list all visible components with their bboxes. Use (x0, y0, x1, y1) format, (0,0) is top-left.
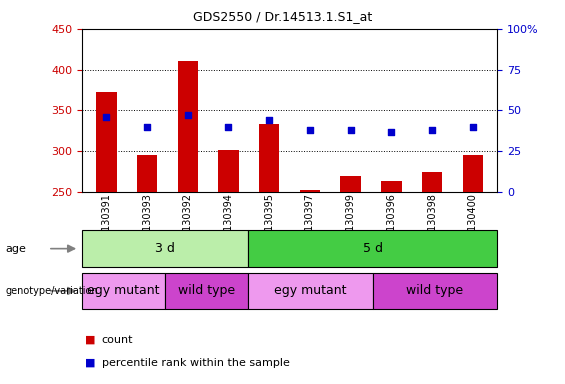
Bar (165, 273, 248, 309)
Point (142, 124, 151, 130)
Point (468, 124, 477, 130)
Bar (137, 155, 157, 192)
Bar (259, 124, 279, 192)
Point (428, 127, 437, 133)
Text: wild type: wild type (178, 285, 235, 297)
Text: count: count (102, 335, 133, 345)
Bar (381, 180, 402, 192)
Text: genotype/variation: genotype/variation (6, 286, 98, 296)
Point (183, 112, 192, 118)
Text: 5 d: 5 d (363, 242, 383, 255)
Bar (82, 273, 165, 309)
Text: wild type: wild type (406, 285, 463, 297)
Text: GDS2550 / Dr.14513.1.S1_at: GDS2550 / Dr.14513.1.S1_at (193, 10, 372, 23)
Bar (248, 273, 373, 309)
Text: percentile rank within the sample: percentile rank within the sample (102, 358, 290, 368)
Point (306, 127, 315, 133)
Point (224, 124, 233, 130)
Text: ■: ■ (85, 358, 95, 368)
Text: ■: ■ (85, 335, 95, 345)
Text: 3 d: 3 d (155, 242, 175, 255)
Bar (341, 176, 361, 192)
Bar (422, 172, 442, 192)
Bar (96, 92, 116, 192)
Text: egy mutant: egy mutant (274, 285, 346, 297)
Text: age: age (6, 243, 27, 254)
Point (387, 129, 396, 135)
Bar (248, 230, 497, 267)
Bar (218, 149, 238, 192)
Point (264, 117, 273, 123)
Text: egy mutant: egy mutant (87, 285, 160, 297)
Bar (300, 190, 320, 192)
Point (102, 114, 111, 120)
Point (346, 127, 355, 133)
Bar (463, 155, 483, 192)
Bar (82, 230, 248, 267)
Bar (373, 273, 497, 309)
Bar (177, 61, 198, 192)
